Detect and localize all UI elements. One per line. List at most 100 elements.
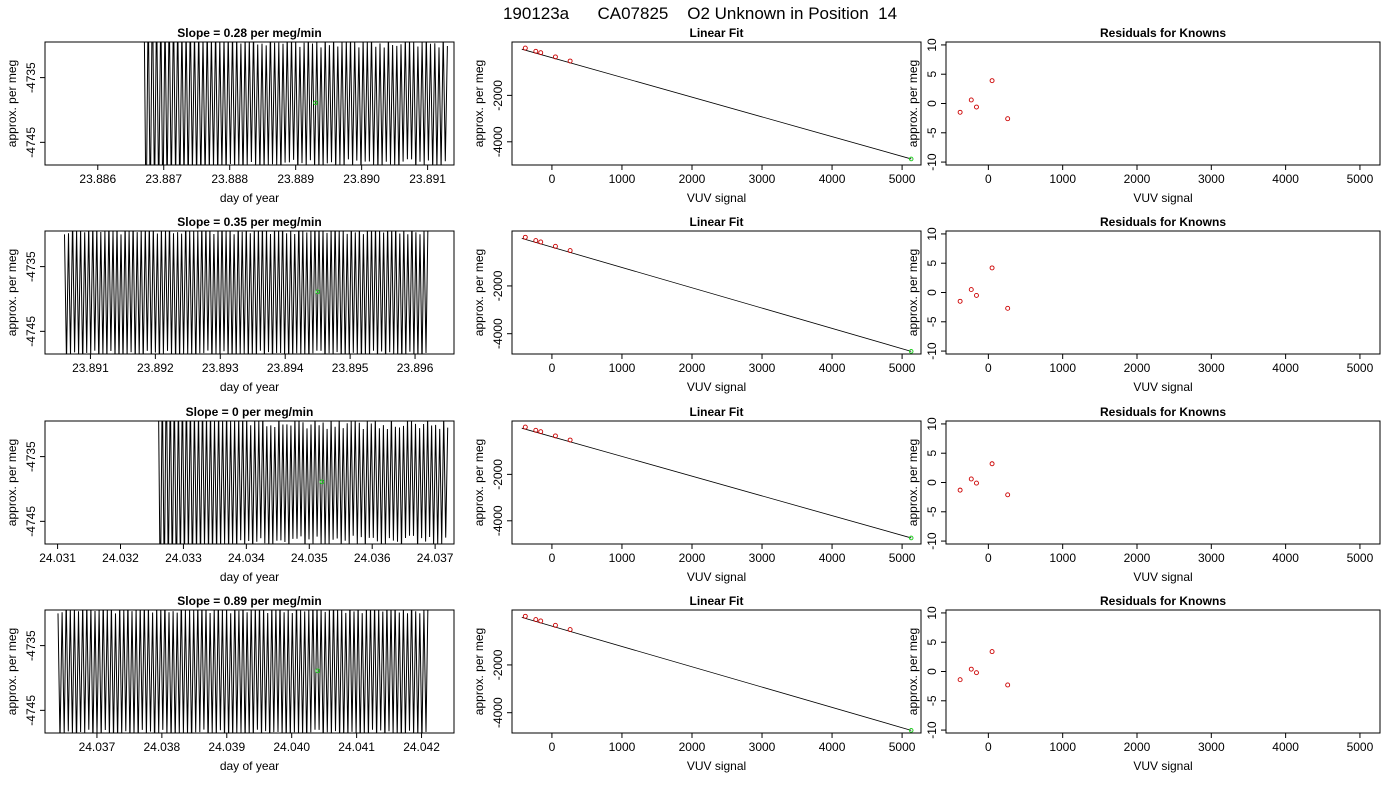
panel-3-slope-trace-frame	[44, 609, 455, 734]
panel-2-linear-fit-known-point	[538, 429, 544, 435]
panel-2-residuals-x-tick-label: 4000	[1272, 551, 1299, 565]
panel-2-residuals-known-point	[974, 480, 979, 486]
panel-2-slope-trace-y-tick-label: -4735	[24, 441, 38, 472]
panel-2-linear-fit-known-point	[533, 427, 539, 433]
panel-0-slope-trace-unknown-point	[313, 100, 318, 106]
panel-2-linear-fit-x-tick-label: 3000	[749, 551, 776, 565]
panel-1-residuals-y-tick-label: 0	[925, 289, 939, 296]
panel-1-residuals-known-point	[968, 287, 974, 293]
panel-1-slope-trace-x-tick-label: 23.894	[267, 361, 304, 375]
panel-0-linear-fit: Linear Fit 0 1000 2000 3000 4000 5000 -2000 -400…	[472, 26, 922, 205]
panel-3-residuals-x-tick-label: 3000	[1198, 740, 1225, 754]
panel-2-slope-trace-y-tick-label: -4745	[24, 506, 38, 537]
panel-2-residuals-known-point	[989, 461, 995, 467]
panel-0-slope-trace-frame	[44, 41, 455, 166]
panel-3-linear-fit-y-axis-label: approx. per meg	[472, 628, 486, 715]
panel-0-residuals-title: Residuals for Knowns	[1100, 26, 1226, 40]
panel-2-residuals-y-tick-label: 5	[925, 450, 939, 457]
panel-1-linear-fit-y-tick-label: -4000	[491, 318, 505, 349]
panel-0-linear-fit-plot-area	[521, 45, 914, 162]
panel-3-residuals-x-tick-label: 2000	[1124, 740, 1151, 754]
panel-3-residuals-y-tick-label: 5	[925, 639, 939, 646]
panel-0-residuals-y-tick-label: 10	[925, 38, 939, 52]
panel-0-linear-fit-frame	[511, 41, 922, 166]
panel-3-slope-trace-x-axis-label: day of year	[220, 759, 279, 773]
panel-1-residuals-y-tick-label: -10	[925, 342, 939, 360]
panel-0-residuals-x-tick-label: 1000	[1049, 172, 1076, 186]
panel-1-slope-trace-x-tick-label: 23.891	[72, 361, 109, 375]
panel-1-slope-trace-x-axis-label: day of year	[220, 380, 279, 394]
panel-2-linear-fit-y-tick-label: -2000	[491, 459, 505, 490]
panel-1-slope-trace-x-tick-label: 23.895	[332, 361, 369, 375]
panel-1-residuals-x-tick-label: 1000	[1049, 361, 1076, 375]
panel-0-residuals: Residuals for Knowns 0 1000 2000 3000 4000 500…	[906, 26, 1381, 205]
panel-3-slope-trace-plot-area	[57, 610, 429, 733]
panel-3-linear-fit-fit-line	[521, 617, 912, 731]
panel-0-linear-fit-known-point	[538, 50, 544, 56]
panel-2-slope-trace-frame	[44, 420, 455, 545]
panel-0-slope-trace-y-tick-label: -4745	[24, 127, 38, 158]
panel-0-residuals-y-tick-label: -10	[925, 153, 939, 171]
panel-2-linear-fit-x-tick-label: 0	[549, 551, 556, 565]
panel-0-linear-fit-fit-line	[521, 48, 912, 160]
panel-3-linear-fit-known-point	[567, 627, 573, 633]
panel-3-residuals-x-tick-label: 5000	[1347, 740, 1374, 754]
panel-0-linear-fit-known-point	[552, 54, 558, 60]
panel-1-linear-fit-y-tick-label: -2000	[491, 270, 505, 301]
panel-1-linear-fit-x-tick-label: 2000	[679, 361, 706, 375]
panel-0-residuals-known-point	[1005, 116, 1011, 122]
panel-2-residuals-y-tick-label: -5	[925, 506, 939, 517]
panel-2-slope-trace-x-axis-label: day of year	[220, 570, 279, 584]
panel-2-residuals: Residuals for Knowns 0 1000 2000 3000 4000 500…	[906, 405, 1381, 584]
panel-3-residuals-y-tick-label: -5	[925, 695, 939, 706]
panel-0-linear-fit-x-tick-label: 4000	[819, 172, 846, 186]
panel-3-residuals-x-axis-label: VUV signal	[1133, 759, 1192, 773]
panel-0-slope-trace-x-tick-label: 23.890	[343, 172, 380, 186]
panel-1-residuals-known-point	[1005, 305, 1011, 311]
panel-0-slope-trace-plot-area	[143, 42, 448, 165]
panel-2-residuals-plot-area	[957, 461, 1011, 498]
panel-1-linear-fit-x-tick-label: 1000	[609, 361, 636, 375]
panel-1-slope-trace-unknown-point	[315, 289, 320, 295]
panel-0-residuals-known-point	[957, 109, 963, 115]
panel-3-residuals-title: Residuals for Knowns	[1100, 594, 1226, 608]
panel-2-linear-fit-known-point	[552, 433, 558, 439]
panel-0-slope-trace-x-axis-label: day of year	[220, 191, 279, 205]
panel-0-residuals-x-tick-label: 0	[985, 172, 992, 186]
panel-0-linear-fit-x-tick-label: 3000	[749, 172, 776, 186]
panel-3-residuals-known-point	[989, 649, 995, 655]
panel-0-linear-fit-title: Linear Fit	[689, 26, 743, 40]
panel-0-residuals-x-tick-label: 4000	[1272, 172, 1299, 186]
panel-2-linear-fit-fit-line	[521, 427, 912, 539]
panel-0-slope-trace-trace-line	[143, 42, 448, 165]
panel-0-residuals-y-tick-label: -5	[925, 127, 939, 138]
panel-0-linear-fit-x-tick-label: 5000	[889, 172, 916, 186]
panel-0-residuals-y-tick-label: 0	[925, 100, 939, 107]
panel-2-linear-fit-x-tick-label: 2000	[679, 551, 706, 565]
panel-3-linear-fit-x-tick-label: 2000	[679, 740, 706, 754]
panel-3-linear-fit-x-axis-label: VUV signal	[687, 759, 746, 773]
panel-1-linear-fit-x-axis-label: VUV signal	[687, 380, 746, 394]
panel-3-slope-trace-y-tick-label: -4735	[24, 630, 38, 661]
panel-2-residuals-x-tick-label: 2000	[1124, 551, 1151, 565]
panel-2-residuals-y-tick-label: 0	[925, 479, 939, 486]
panel-1-residuals-known-point	[974, 292, 979, 298]
panel-3-slope-trace-x-tick-label: 24.040	[273, 740, 310, 754]
panel-0-residuals-known-point	[968, 97, 974, 103]
panel-1-linear-fit-x-tick-label: 0	[549, 361, 556, 375]
panel-0-slope-trace-x-tick-label: 23.887	[145, 172, 182, 186]
panel-0-residuals-plot-area	[957, 78, 1011, 122]
panel-3-residuals-frame	[945, 609, 1381, 734]
panel-0-slope-trace: Slope = 0.28 per meg/min 23.886 23.887 23.8…	[5, 26, 455, 205]
panel-1-slope-trace-title: Slope = 0.35 per meg/min	[177, 215, 321, 229]
panel-0-slope-trace-x-tick-label: 23.888	[211, 172, 248, 186]
panel-1-linear-fit-y-axis-label: approx. per meg	[472, 249, 486, 336]
panel-0-linear-fit-known-point	[522, 45, 528, 51]
panel-0-linear-fit-known-point	[567, 58, 573, 64]
panel-1-linear-fit-x-tick-label: 5000	[889, 361, 916, 375]
panel-3-residuals-y-tick-label: 0	[925, 668, 939, 675]
panel-3-slope-trace-y-axis-label: approx. per meg	[5, 628, 19, 715]
panel-1-linear-fit-x-tick-label: 3000	[749, 361, 776, 375]
panel-1-slope-trace-plot-area	[64, 231, 429, 354]
panel-3-residuals-x-tick-label: 0	[985, 740, 992, 754]
